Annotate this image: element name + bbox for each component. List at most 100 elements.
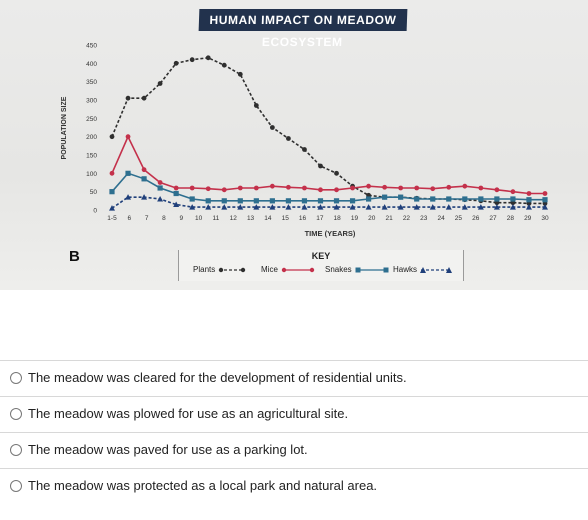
snakes-point — [253, 198, 259, 204]
hawks-point — [397, 204, 404, 210]
chart-key: KEY Plants Mice Snakes Hawks — [178, 250, 464, 281]
hawks-point — [157, 196, 164, 202]
hawks-point — [269, 204, 276, 210]
x-tick-label: 28 — [507, 215, 515, 222]
snakes-point — [526, 197, 532, 203]
mice-point — [269, 183, 275, 189]
y-tick-label: 250 — [86, 116, 97, 123]
hawks-point — [317, 204, 324, 210]
snakes-point — [462, 196, 468, 202]
plants-point — [286, 136, 291, 141]
mice-point — [350, 185, 355, 191]
key-item-mice: Mice — [261, 265, 316, 274]
hawks-point — [429, 204, 436, 210]
snakes-point — [173, 190, 179, 197]
answer-option[interactable]: The meadow was cleared for the developme… — [0, 360, 588, 397]
mice-point — [398, 185, 404, 191]
x-tick-label: 1-5 — [107, 215, 117, 222]
plants-point — [189, 57, 195, 63]
mice-point — [430, 186, 436, 192]
x-tick-label: 12 — [230, 215, 238, 222]
snakes-point — [333, 198, 340, 204]
snakes-point — [269, 198, 275, 204]
x-axis-label: TIME (YEARS) — [305, 229, 356, 238]
radio-button[interactable] — [10, 372, 22, 384]
hawks-point — [253, 204, 260, 210]
hawks-point — [237, 204, 244, 210]
mice-point — [237, 185, 243, 191]
x-tick-label: 18 — [334, 215, 342, 222]
panel-letter: B — [69, 248, 80, 265]
mice-point — [109, 170, 115, 176]
y-tick-label: 200 — [86, 134, 97, 141]
x-tick-label: 8 — [162, 215, 166, 222]
hawks-point — [301, 204, 308, 210]
plants-point — [269, 125, 275, 130]
mice-point — [173, 185, 179, 191]
snakes-point — [542, 197, 548, 203]
key-label-plants: Plants — [193, 265, 216, 274]
answer-option[interactable]: The meadow was paved for use as a parkin… — [0, 432, 588, 469]
radio-button[interactable] — [10, 444, 22, 456]
hawks-point — [461, 204, 468, 210]
x-tick-label: 11 — [213, 215, 220, 222]
y-tick-label: 50 — [90, 189, 98, 196]
mice-point — [221, 187, 227, 193]
hawks-point — [221, 204, 228, 210]
mice-point — [414, 185, 420, 191]
key-swatch-snakes — [355, 267, 389, 273]
x-tick-label: 17 — [316, 215, 324, 222]
snakes-point — [414, 196, 420, 202]
snakes-point — [141, 176, 147, 182]
plants-point — [334, 170, 339, 176]
plants-point — [318, 163, 323, 169]
plants-point — [221, 62, 227, 68]
x-tick-label: 24 — [437, 215, 445, 222]
mice-point — [318, 187, 323, 193]
x-tick-label: 21 — [386, 215, 394, 222]
key-title: KEY — [311, 251, 331, 261]
y-axis-label: POPULATION SIZE — [61, 96, 68, 159]
mice-point — [526, 191, 532, 196]
mice-point — [253, 185, 259, 191]
mice-point — [366, 183, 371, 189]
x-tick-label: 13 — [247, 215, 255, 222]
x-tick-label: 30 — [541, 215, 549, 222]
hawks-point — [445, 204, 452, 210]
snakes-point — [221, 198, 227, 204]
chart-photo: HUMAN IMPACT ON MEADOW ECOSYSTEM 0 50 100 1… — [0, 0, 588, 290]
snakes-point — [382, 194, 388, 200]
radio-button[interactable] — [10, 480, 22, 492]
snakes-point — [478, 196, 484, 202]
hawks-point — [141, 194, 148, 200]
y-tick-label: 300 — [86, 98, 97, 105]
snakes-point — [349, 198, 356, 204]
y-tick-label: 100 — [86, 171, 97, 178]
answer-option[interactable]: The meadow was protected as a local park… — [0, 468, 588, 505]
radio-button[interactable] — [10, 408, 22, 420]
population-chart: 0 50 100 150 200 250 300 350 400 450 POPULATION SI… — [61, 43, 549, 239]
mice-point — [286, 184, 291, 190]
hawks-point — [542, 204, 548, 210]
plants-point — [237, 71, 243, 77]
mice-point — [510, 189, 516, 195]
answer-option-label: The meadow was paved for use as a parkin… — [28, 442, 308, 457]
answer-option-label: The meadow was cleared for the developme… — [28, 370, 407, 385]
answer-option[interactable]: The meadow was plowed for use as an agri… — [0, 396, 588, 433]
snakes-point — [317, 198, 324, 204]
mice-point — [302, 185, 307, 191]
key-swatch-mice — [281, 267, 315, 273]
answer-option-label: The meadow was protected as a local park… — [28, 478, 378, 493]
mice-point — [542, 191, 548, 196]
key-label-snakes: Snakes — [325, 265, 352, 274]
mice-point — [189, 185, 195, 191]
x-tick-label: 23 — [420, 215, 428, 222]
snakes-point — [109, 189, 115, 195]
plants-point — [125, 95, 131, 101]
snakes-point — [205, 198, 211, 204]
mice-point — [446, 184, 452, 190]
hawks-point — [381, 204, 388, 210]
mice-point — [334, 187, 339, 193]
plants-point — [109, 134, 115, 140]
x-tick-label: 27 — [489, 215, 497, 222]
